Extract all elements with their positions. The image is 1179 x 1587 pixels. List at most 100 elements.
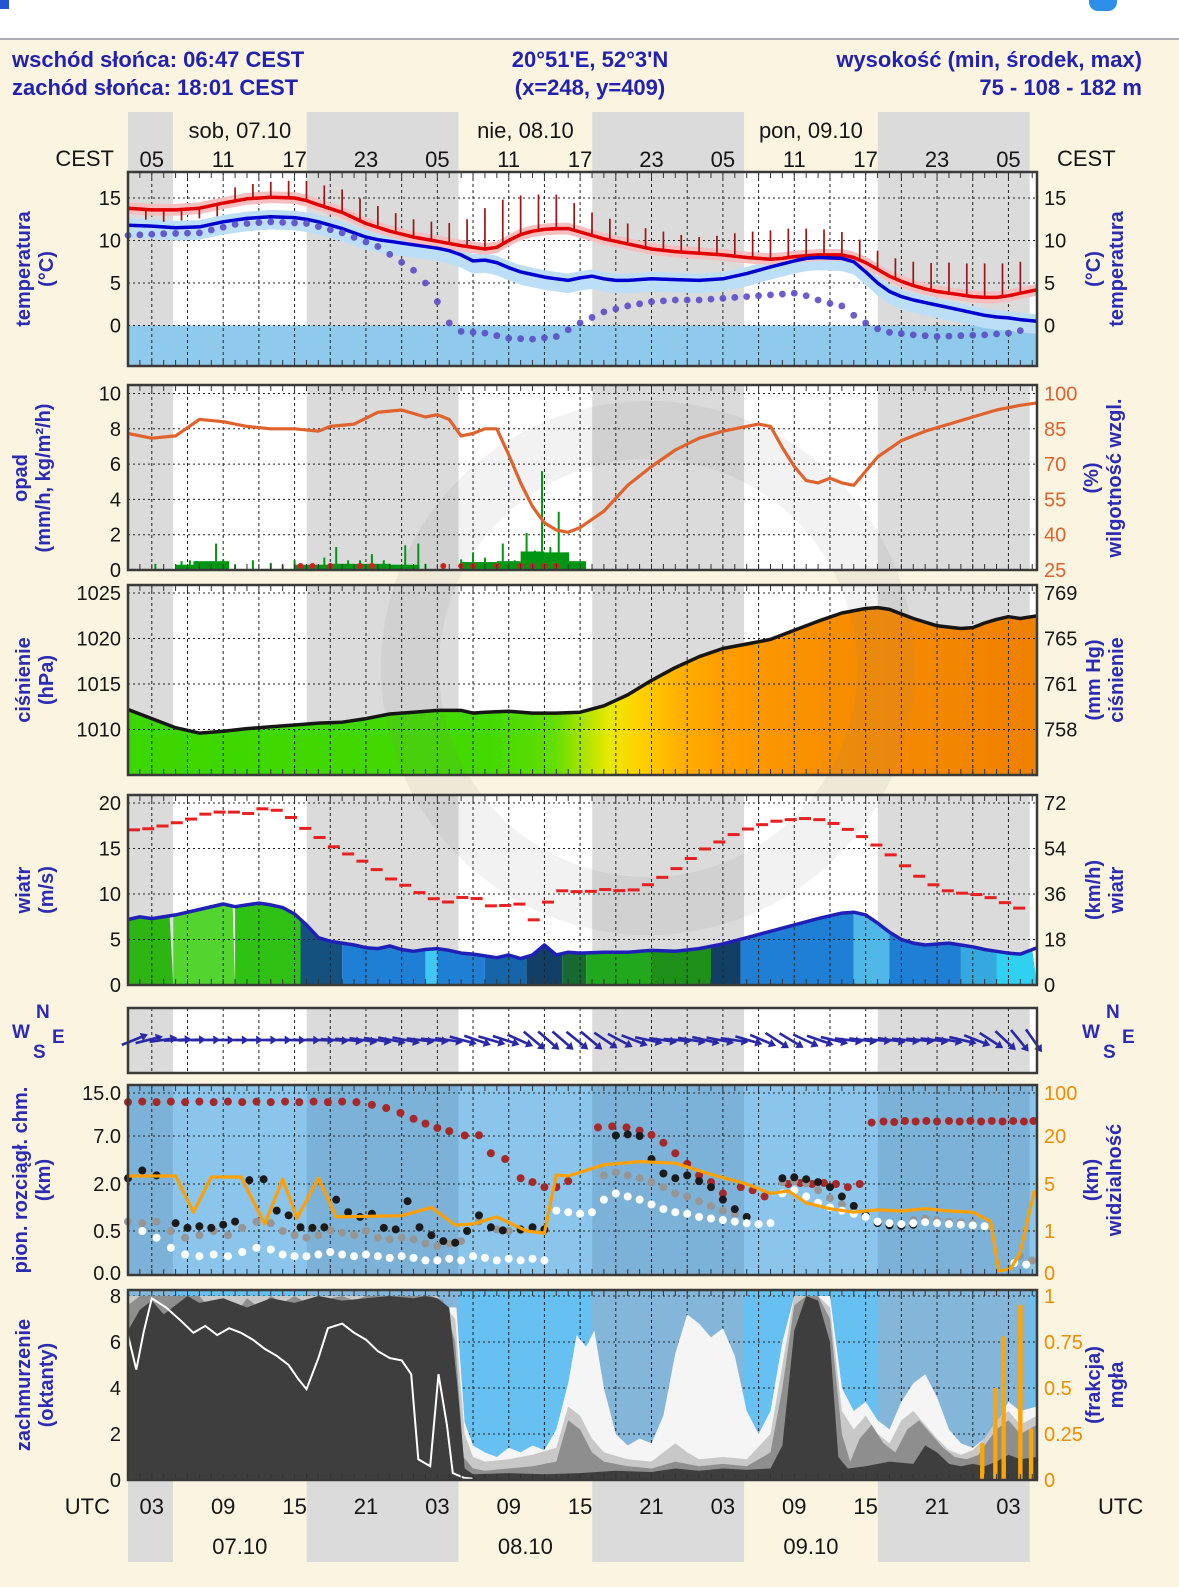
precipitation-axis-label-left: opad (mm/h, kg/m²/h) [10, 403, 55, 553]
svg-text:1025: 1025 [77, 583, 122, 605]
utc-label-left: UTC [64, 1494, 110, 1519]
svg-text:23: 23 [925, 147, 949, 172]
svg-text:05: 05 [996, 147, 1020, 172]
svg-text:nie, 08.10: nie, 08.10 [477, 118, 574, 143]
svg-text:0: 0 [1044, 316, 1055, 338]
svg-text:09: 09 [496, 1494, 520, 1519]
svg-text:09: 09 [211, 1494, 235, 1519]
svg-text:03: 03 [711, 1494, 735, 1519]
grid-point-text: (x=248, y=409) [514, 75, 666, 100]
brand-logo-icon [1089, 0, 1117, 11]
svg-text:21: 21 [354, 1494, 378, 1519]
sunrise-text: wschód słońca: 06:47 CEST [12, 47, 305, 72]
svg-text:1: 1 [1044, 1221, 1055, 1243]
svg-text:07.10: 07.10 [212, 1534, 267, 1559]
svg-text:6: 6 [110, 1332, 121, 1354]
svg-text:03: 03 [140, 1494, 164, 1519]
svg-text:15: 15 [1044, 188, 1066, 210]
cest-label-right: CEST [1057, 146, 1116, 171]
altitude-label: wysokość (min, środek, max) [836, 47, 1142, 72]
sunset-text: zachód słońca: 18:01 CEST [12, 75, 299, 100]
svg-text:05: 05 [711, 147, 735, 172]
svg-text:2: 2 [110, 525, 121, 547]
svg-text:09: 09 [782, 1494, 806, 1519]
svg-text:17: 17 [568, 147, 592, 172]
svg-text:4: 4 [110, 489, 121, 511]
svg-text:11: 11 [212, 147, 235, 172]
svg-text:0: 0 [1044, 1470, 1055, 1492]
svg-text:20: 20 [99, 793, 121, 815]
svg-text:36: 36 [1044, 884, 1066, 906]
svg-text:4: 4 [110, 1378, 121, 1400]
svg-text:5: 5 [110, 273, 121, 295]
compass-rose-right: N W E S [1082, 1002, 1135, 1063]
svg-text:21: 21 [925, 1494, 949, 1519]
svg-text:5: 5 [1044, 1174, 1055, 1196]
wind-axis-label-left: wiatr (m/s) [13, 866, 58, 914]
svg-text:0.0: 0.0 [93, 1263, 121, 1285]
top-bar [0, 0, 1179, 40]
svg-text:72: 72 [1044, 793, 1066, 815]
svg-text:8: 8 [110, 1286, 121, 1308]
svg-text:09.10: 09.10 [783, 1534, 838, 1559]
svg-text:05: 05 [425, 147, 449, 172]
svg-text:1: 1 [1044, 1286, 1055, 1308]
svg-text:0.75: 0.75 [1044, 1332, 1083, 1354]
svg-text:758: 758 [1044, 720, 1077, 742]
svg-text:2: 2 [110, 1424, 121, 1446]
svg-text:2.0: 2.0 [93, 1174, 121, 1196]
svg-text:18: 18 [1044, 930, 1066, 952]
svg-text:15: 15 [99, 839, 121, 861]
sun-times: wschód słońca: 06:47 CEST zachód słońca:… [12, 46, 304, 102]
svg-text:03: 03 [425, 1494, 449, 1519]
svg-text:5: 5 [1044, 273, 1055, 295]
svg-text:25: 25 [1044, 560, 1066, 582]
svg-text:5: 5 [110, 930, 121, 952]
visibility-axis-label-right: (km) widzialność [1081, 1123, 1126, 1237]
svg-text:08.10: 08.10 [498, 1534, 553, 1559]
pressure-axis-label-left: ciśnienie (hPa) [13, 637, 58, 723]
svg-text:0: 0 [110, 1470, 121, 1492]
coords-text: 20°51'E, 52°3'N [511, 47, 669, 72]
svg-text:1020: 1020 [77, 629, 122, 651]
svg-text:10: 10 [99, 884, 121, 906]
svg-text:05: 05 [140, 147, 164, 172]
svg-text:11: 11 [497, 147, 520, 172]
svg-text:11: 11 [783, 147, 806, 172]
svg-text:54: 54 [1044, 839, 1066, 861]
svg-text:pon, 09.10: pon, 09.10 [759, 118, 863, 143]
wind-axis-label-right: (km/h) wiatr [1083, 860, 1128, 920]
svg-text:10: 10 [1044, 231, 1066, 253]
svg-text:8: 8 [110, 419, 121, 441]
svg-text:0: 0 [1044, 975, 1055, 997]
svg-text:17: 17 [853, 147, 877, 172]
temperature-axis-label-right: (°C) temperatura [1083, 211, 1128, 327]
svg-text:100: 100 [1044, 384, 1077, 406]
svg-text:15.0: 15.0 [82, 1083, 121, 1105]
svg-text:0: 0 [110, 316, 121, 338]
svg-text:23: 23 [639, 147, 663, 172]
svg-text:17: 17 [282, 147, 306, 172]
svg-text:10: 10 [99, 384, 121, 406]
svg-text:765: 765 [1044, 629, 1077, 651]
svg-text:0: 0 [110, 560, 121, 582]
svg-text:0.5: 0.5 [1044, 1378, 1072, 1400]
humidity-axis-label-right: (%) wilgotność wzgl. [1081, 398, 1126, 558]
svg-text:70: 70 [1044, 454, 1066, 476]
pressure-axis-label-right: (mm Hg) ciśnienie [1083, 637, 1128, 723]
svg-text:761: 761 [1044, 674, 1077, 696]
svg-text:03: 03 [996, 1494, 1020, 1519]
app-logo-icon [0, 0, 9, 9]
svg-text:6: 6 [110, 454, 121, 476]
cest-label-left: CEST [55, 146, 114, 171]
svg-text:0: 0 [1044, 1263, 1055, 1285]
svg-text:20: 20 [1044, 1126, 1066, 1148]
svg-text:sob, 07.10: sob, 07.10 [188, 118, 291, 143]
svg-text:40: 40 [1044, 525, 1066, 547]
svg-text:0.25: 0.25 [1044, 1424, 1083, 1446]
location-coords: 20°51'E, 52°3'N (x=248, y=409) [512, 46, 669, 102]
cloudiness-axis-label-left: zachmurzenie (oktanty) [13, 1318, 58, 1452]
altitude-values: 75 - 108 - 182 m [979, 75, 1142, 100]
svg-text:10: 10 [99, 231, 121, 253]
